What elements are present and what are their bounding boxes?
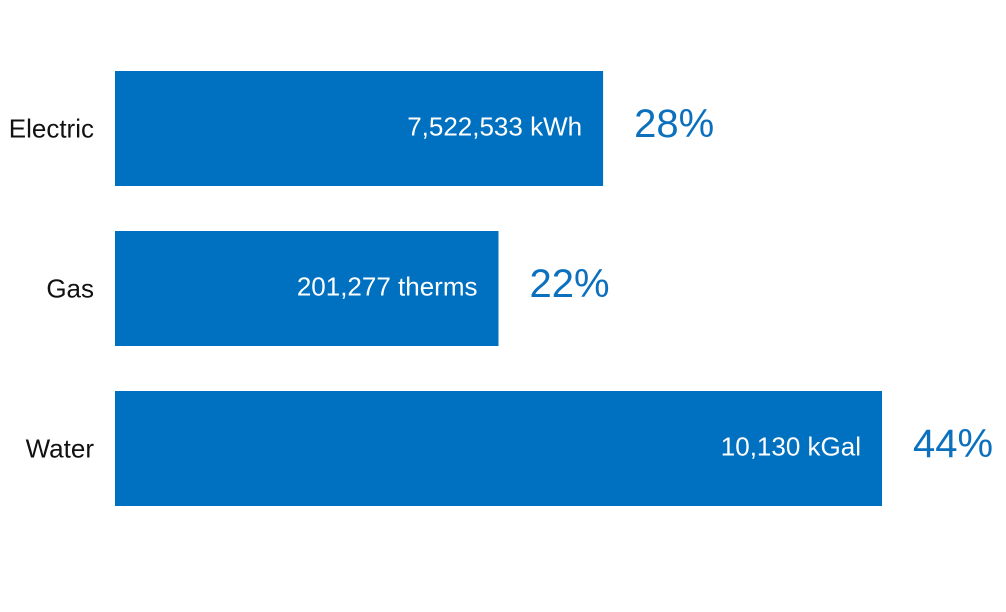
value-label: 28% <box>634 102 714 146</box>
bar-label: 10,130 kGal <box>721 431 861 461</box>
category-label: Gas <box>46 273 94 303</box>
bar <box>115 231 499 346</box>
value-label: 22% <box>530 262 610 306</box>
bar-label: 201,277 therms <box>297 271 478 301</box>
value-label: 44% <box>913 422 993 466</box>
category-label: Electric <box>9 113 94 143</box>
bar-label: 7,522,533 kWh <box>407 111 582 141</box>
bar <box>115 71 604 186</box>
bar <box>115 391 882 506</box>
category-label: Water <box>26 433 95 463</box>
